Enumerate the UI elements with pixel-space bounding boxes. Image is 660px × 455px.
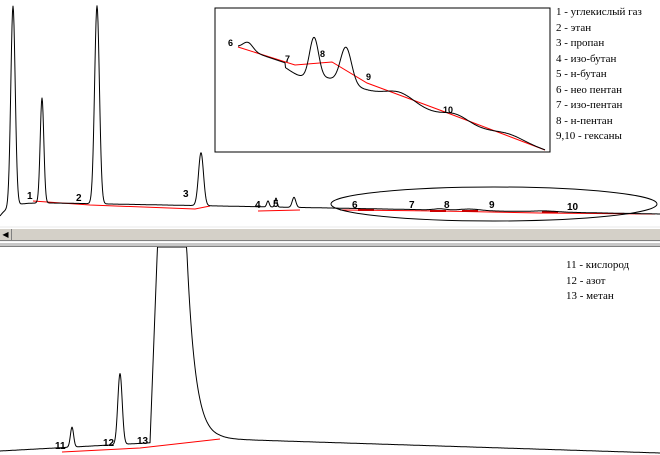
peak-label-9: 9 xyxy=(366,72,371,82)
top-legend-entry-5: 5 - н-бутан xyxy=(556,68,607,80)
top-legend-entry-1: 1 - углекислый газ xyxy=(556,6,642,18)
top-legend-entry-9-10: 9,10 - гексаны xyxy=(556,130,622,142)
horizontal-scrollbar[interactable]: ◀ xyxy=(0,228,660,241)
peak-label-2: 2 xyxy=(76,193,82,204)
bottom-trace-line xyxy=(0,247,660,454)
inset-peak-labels: 6 7 8 9 10 xyxy=(228,38,453,115)
inset-baseline xyxy=(237,46,546,151)
peak-label-8: 8 xyxy=(444,200,450,211)
peak-label-11: 11 xyxy=(55,441,66,452)
top-legend-entry-8: 8 - н-пентан xyxy=(556,114,613,127)
peak-label-9: 9 xyxy=(489,200,495,211)
peak-label-10: 10 xyxy=(567,202,579,213)
peak-label-5: 5 xyxy=(273,199,279,210)
peak-label-3: 3 xyxy=(183,189,189,200)
peak-label-12: 12 xyxy=(103,438,115,449)
peak-label-7: 7 xyxy=(285,54,290,64)
bottom-legend-entry-12: 12 - азот xyxy=(566,274,606,287)
top-legend-entry-4: 4 - изо-бутан xyxy=(556,52,617,65)
inset-trace-line xyxy=(238,36,546,151)
inset-trace-layer xyxy=(238,36,546,151)
arrow-left-icon[interactable]: ◀ xyxy=(0,229,12,240)
peak-label-4: 4 xyxy=(255,200,261,211)
top-peak-labels: 1 2 3 4 5 6 7 8 9 10 xyxy=(27,189,579,213)
inset-baseline-layer xyxy=(237,46,546,151)
bottom-legend-entry-11: 11 - кислород xyxy=(566,259,630,271)
inset-zoom-box: 6 7 8 9 10 xyxy=(214,7,551,153)
bottom-legend: 11 - кислород 12 - азот 13 - метан xyxy=(566,258,660,305)
top-trace-line xyxy=(0,5,660,217)
bottom-baseline-layer xyxy=(61,438,221,453)
bottom-chromatogram-chart: 11 12 13 xyxy=(0,247,660,454)
peak-label-8: 8 xyxy=(320,49,325,59)
top-baseline-segment-2 xyxy=(257,209,301,212)
peak-label-6: 6 xyxy=(352,200,358,211)
top-legend: 1 - углекислый газ 2 - этан 3 - пропан 4 - … xyxy=(556,5,660,145)
scrollbar-track[interactable] xyxy=(12,229,660,240)
zoom-region-ellipse xyxy=(330,186,658,222)
top-legend-entry-7: 7 - изо-пентан xyxy=(556,99,623,111)
bottom-baseline xyxy=(61,438,221,453)
top-trace-layer xyxy=(0,5,660,217)
bottom-trace-layer xyxy=(0,247,660,454)
top-chromatogram-pane: 1 2 3 4 5 6 7 8 9 10 6 7 8 9 10 1 - углекислый газ 2 -… xyxy=(0,0,660,226)
peak-label-10: 10 xyxy=(443,105,453,115)
inset-frame xyxy=(214,7,551,153)
peak-label-13: 13 xyxy=(137,436,149,447)
bottom-peak-labels: 11 12 13 xyxy=(55,436,149,452)
peak-label-7: 7 xyxy=(409,200,415,211)
top-legend-entry-2: 2 - этан xyxy=(556,21,592,34)
horizontal-splitter[interactable]: ◀ xyxy=(0,226,660,247)
bottom-legend-entry-13: 13 - метан xyxy=(566,290,614,302)
top-legend-entry-6: 6 - нео пентан xyxy=(556,83,623,96)
top-baseline-segment-3 xyxy=(339,209,656,215)
bottom-chromatogram-pane: 11 12 13 11 - кислород 12 - азот 13 - метан xyxy=(0,247,660,455)
top-chromatogram-chart: 1 2 3 4 5 6 7 8 9 10 6 7 8 9 10 xyxy=(0,5,660,222)
splitter-bar[interactable] xyxy=(0,242,660,247)
peak-label-1: 1 xyxy=(27,191,33,202)
top-legend-entry-3: 3 - пропан xyxy=(556,37,605,49)
peak-label-6: 6 xyxy=(228,38,233,48)
